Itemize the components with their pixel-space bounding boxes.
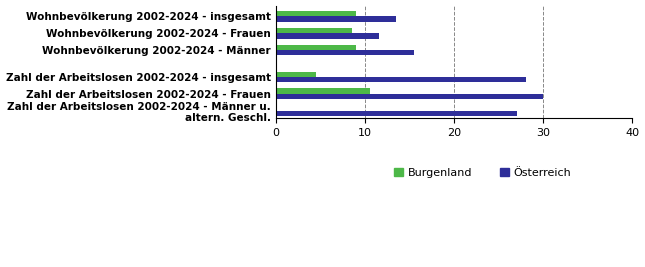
Bar (276, 17, 397, 22)
Legend: Burgenland, Österreich: Burgenland, Österreich (390, 163, 575, 182)
Bar (276, 45, 357, 50)
Bar (276, 88, 370, 94)
Bar (276, 72, 316, 77)
Bar (276, 33, 379, 39)
Bar (276, 77, 526, 83)
Bar (276, 111, 517, 116)
Bar (276, 94, 543, 99)
Bar (276, 28, 352, 33)
Bar (276, 11, 357, 17)
Bar (276, 50, 414, 56)
